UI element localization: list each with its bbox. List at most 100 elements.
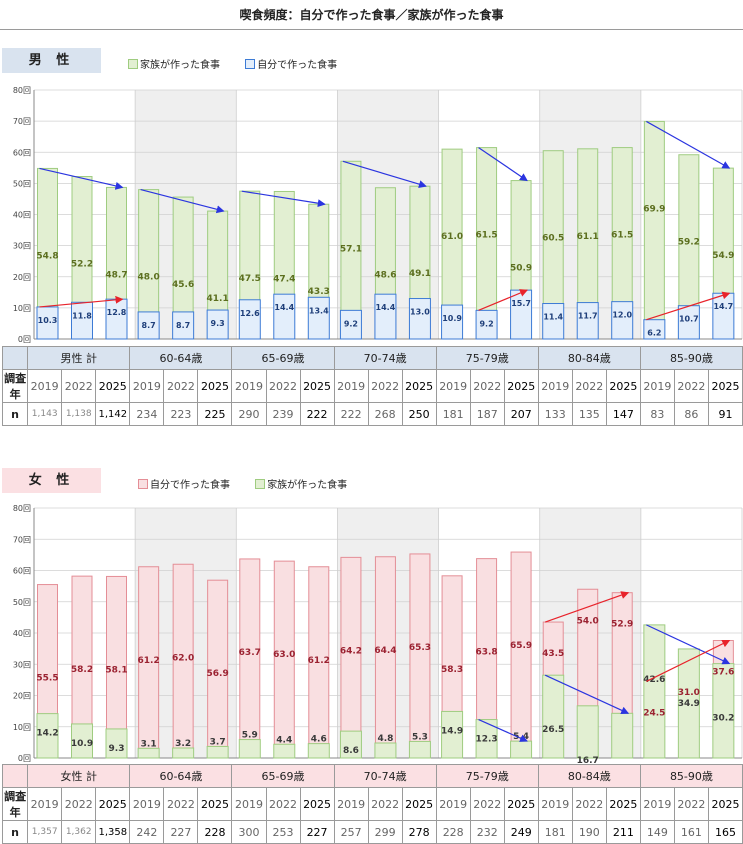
trend-arrow (646, 639, 731, 682)
year-cell: 2019 (639, 787, 675, 821)
male-panel: 男 性 家族が作った食事 自分で作った食事 (0, 30, 743, 430)
data-label-family: 16.7 (577, 756, 599, 766)
bar-self (137, 311, 160, 340)
trend-arrow (646, 120, 731, 169)
bar-family (643, 120, 665, 340)
bar-family (206, 745, 229, 759)
data-label-family: 61.5 (475, 231, 497, 241)
row-header-n: n (1, 820, 29, 844)
year-cell: 2019 (537, 787, 573, 821)
data-label-family: 3.1 (141, 739, 157, 749)
legend-item-family: 家族が作った食事 (128, 59, 220, 71)
data-label-family: 69.9 (643, 204, 665, 214)
bar-self (307, 296, 330, 340)
n-cell: 86 (673, 402, 709, 426)
data-label-self: 61.2 (138, 656, 160, 666)
bar-self (409, 553, 431, 759)
data-label-family: 47.5 (239, 274, 261, 284)
data-label-family: 30.2 (712, 714, 734, 724)
data-label-family: 60.5 (542, 234, 564, 244)
data-label-self: 63.7 (239, 648, 261, 658)
data-label-family: 12.3 (475, 735, 497, 745)
row-header-n: n (1, 402, 29, 426)
data-label-self: 52.9 (611, 620, 633, 630)
male-legend: 家族が作った食事 自分で作った食事 (128, 56, 359, 71)
y-tick-label: 0回 (18, 754, 31, 763)
female-legend: 自分で作った食事 家族が作った食事 (138, 476, 369, 491)
bar-self (643, 319, 666, 340)
trend-arrow (140, 189, 225, 214)
data-label-family: 10.9 (71, 739, 93, 749)
y-tick-label: 30回 (13, 242, 31, 251)
trend-arrow (241, 190, 326, 208)
n-cell: 232 (469, 820, 505, 844)
bar-family (172, 747, 195, 759)
trend-arrow (39, 295, 124, 308)
n-cell: 161 (673, 820, 709, 844)
y-tick-label: 30回 (13, 660, 31, 669)
n-cell: 227 (163, 820, 199, 844)
n-cell: 165 (707, 820, 743, 844)
bar-self (510, 289, 533, 340)
female-chart: 0回 10回 20回 30回 40回 50回 60回 70回 80回 55.5 58.2 58.1 61… (13, 504, 743, 770)
data-label-self: 56.9 (207, 669, 229, 679)
data-label-family: 54.9 (712, 251, 734, 261)
year-cell: 2022 (163, 369, 199, 403)
legend-label-self: 自分で作った食事 (150, 480, 230, 491)
n-cell: 239 (265, 402, 301, 426)
data-label-self: 14.7 (713, 302, 733, 311)
data-label-family: 14.2 (36, 729, 58, 739)
n-cell: 223 (163, 402, 199, 426)
data-label-self: 8.7 (176, 321, 190, 330)
year-cell: 2019 (435, 369, 471, 403)
year-cell: 2025 (707, 787, 743, 821)
data-label-self: 54.0 (577, 616, 599, 626)
data-label-family: 4.8 (377, 734, 393, 744)
n-cell: 228 (197, 820, 233, 844)
year-cell: 2019 (231, 369, 267, 403)
n-cell: 299 (367, 820, 403, 844)
data-label-family: 61.1 (577, 232, 599, 242)
data-label-self: 11.4 (543, 313, 563, 322)
n-cell: 227 (299, 820, 335, 844)
data-label-self: 12.0 (612, 311, 632, 320)
data-label-self: 9.2 (344, 319, 358, 328)
data-label-self: 10.7 (679, 315, 699, 324)
bar-family (307, 743, 330, 759)
table-group-header: 65-69歳 (231, 764, 335, 788)
data-label-self: 58.2 (71, 665, 93, 675)
y-tick-label: 70回 (13, 535, 31, 544)
year-cell: 2022 (469, 787, 505, 821)
n-cell: 250 (401, 402, 437, 426)
data-label-family: 34.9 (678, 699, 700, 709)
n-cell: 1,142 (95, 402, 131, 426)
table-corner (1, 346, 29, 370)
bar-family (611, 712, 634, 759)
bar-family (339, 730, 362, 759)
data-label-family: 41.1 (207, 294, 229, 304)
n-cell: 83 (639, 402, 675, 426)
data-label-family: 26.5 (542, 725, 564, 735)
bar-self (712, 292, 735, 340)
data-label-self: 11.8 (72, 311, 92, 320)
legend-swatch-self (138, 479, 148, 489)
year-cell: 2019 (27, 369, 63, 403)
bar-self (273, 293, 296, 340)
year-cell: 2022 (673, 787, 709, 821)
table-group-header: 85-90歳 (639, 346, 743, 370)
bar-self (172, 311, 195, 340)
bar-self (340, 556, 362, 759)
n-cell: 228 (435, 820, 471, 844)
year-cell: 2025 (95, 369, 131, 403)
bar-self (206, 309, 229, 340)
table-group-header: 70-74歳 (333, 764, 437, 788)
bar-self (105, 298, 128, 340)
n-cell: 181 (537, 820, 573, 844)
table-group-header: 75-79歳 (435, 764, 539, 788)
year-cell: 2019 (231, 787, 267, 821)
bar-self (441, 304, 464, 340)
data-label-self: 63.0 (273, 650, 295, 660)
table-group-header: 65-69歳 (231, 346, 335, 370)
row-header-year: 調査年 (1, 369, 29, 403)
table-group-header: 75-79歳 (435, 346, 539, 370)
